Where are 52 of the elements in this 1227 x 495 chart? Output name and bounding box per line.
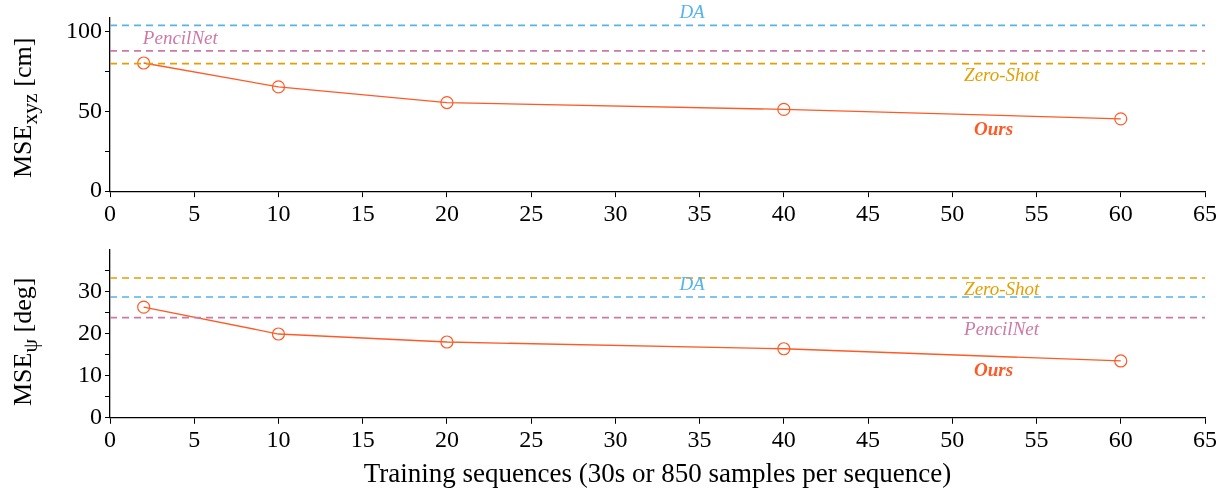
ref-line-label: DA	[678, 1, 706, 23]
ref-line-label: PencilNet	[963, 317, 1040, 339]
y-tick-label: 100	[66, 17, 102, 44]
y-tick-label: 50	[78, 96, 102, 123]
x-tick-label: 5	[188, 426, 201, 453]
series-label: Ours	[974, 118, 1014, 140]
x-tick-label: 60	[1108, 199, 1133, 226]
x-tick-label: 60	[1108, 426, 1133, 453]
x-tick-label: 55	[1024, 426, 1049, 453]
x-tick-label: 40	[771, 426, 796, 453]
x-tick-label: 30	[603, 426, 628, 453]
y-tick-label: 20	[78, 318, 102, 345]
x-tick-label: 10	[266, 199, 291, 226]
y-tick-label: 0	[90, 176, 102, 203]
point	[271, 327, 286, 341]
x-axis-title: Training sequences (30s or 850 samples per sequence)	[363, 457, 952, 488]
x-tick-label: 50	[940, 199, 965, 226]
ref-line-label: Zero-Shot	[964, 63, 1041, 85]
point	[1114, 354, 1128, 368]
x-tick-label: 45	[856, 426, 881, 453]
x-tick-label: 10	[266, 426, 291, 453]
point	[1114, 112, 1128, 126]
point	[271, 80, 286, 94]
x-tick-label: 50	[940, 426, 965, 453]
point	[440, 95, 454, 110]
x-tick-label: 15	[350, 426, 375, 453]
x-tick-label: 65	[1193, 199, 1217, 226]
x-tick-label: 25	[519, 426, 544, 453]
x-tick-label: 5	[188, 199, 201, 226]
series-label: Ours	[974, 359, 1014, 381]
point	[777, 342, 791, 356]
y-tick-label: 0	[90, 403, 102, 430]
x-tick-label: 55	[1024, 199, 1049, 226]
x-tick-label: 15	[350, 199, 375, 226]
point	[777, 102, 791, 116]
point	[137, 300, 151, 314]
point	[440, 335, 454, 349]
ref-line-label: PencilNet	[141, 26, 219, 48]
x-tick-label: 20	[434, 199, 459, 226]
x-tick-label: 40	[771, 199, 796, 226]
point	[137, 56, 151, 70]
x-tick-label: 65	[1193, 426, 1217, 453]
ref-line-label: Zero-Shot	[964, 278, 1041, 300]
x-tick-label: 35	[687, 199, 712, 226]
ref-line-label: DA	[678, 272, 706, 294]
x-tick-label: 30	[603, 199, 628, 226]
x-tick-label: 45	[856, 199, 881, 226]
y-tick-label: 10	[78, 361, 102, 387]
x-tick-label: 25	[519, 199, 544, 226]
x-tick-label: 20	[434, 426, 459, 453]
y-tick-label: 30	[78, 276, 102, 303]
x-tick-label: 35	[687, 426, 712, 453]
